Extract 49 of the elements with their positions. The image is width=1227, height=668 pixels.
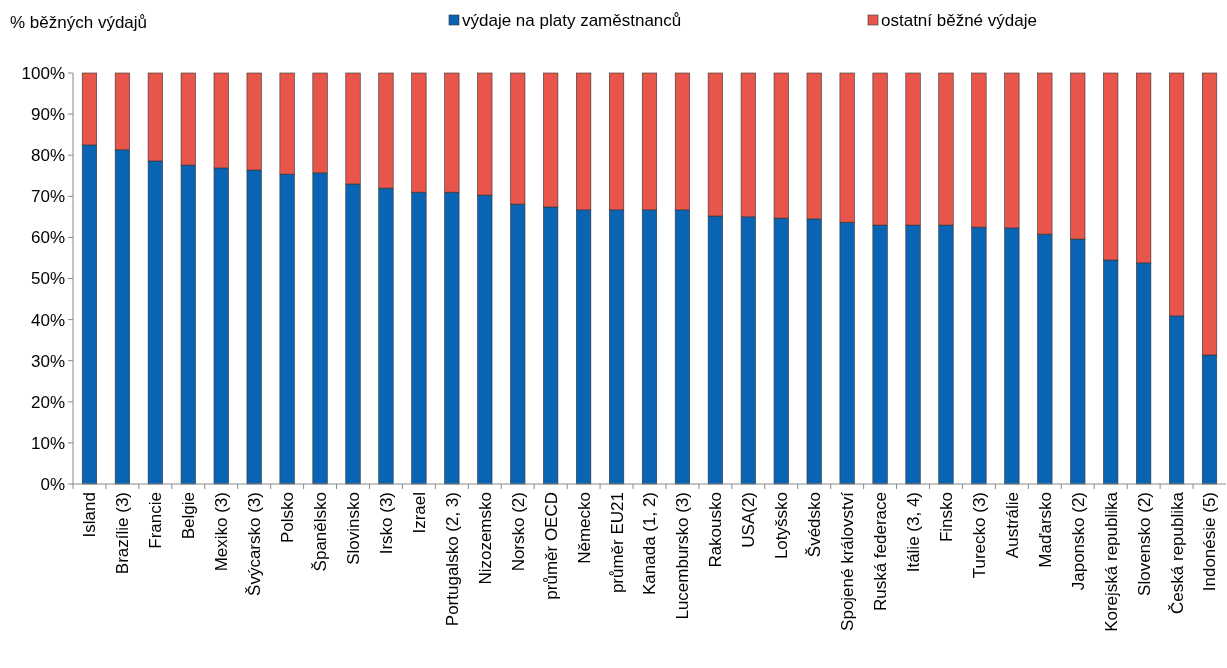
y-tick-label: 90% bbox=[30, 105, 65, 125]
x-tick-label: průměr EU21 bbox=[607, 492, 627, 594]
y-tick-label: 60% bbox=[30, 228, 65, 248]
x-tick-label: Island bbox=[80, 492, 100, 538]
y-tick-label: 10% bbox=[30, 433, 65, 453]
x-tick-label: Španělsko bbox=[311, 492, 331, 572]
x-tick-label: Švédsko bbox=[805, 492, 825, 558]
x-tick-label: Austrálie bbox=[1002, 492, 1022, 559]
x-tick-label: Indonésie (5) bbox=[1200, 492, 1220, 592]
x-tick-label: Německo bbox=[574, 492, 594, 564]
x-tick-label: Polsko bbox=[278, 492, 298, 544]
x-tick-label: Ruská federace bbox=[871, 492, 891, 612]
y-tick-label: 20% bbox=[30, 392, 65, 412]
y-tick-label: 100% bbox=[21, 63, 65, 83]
legend-label: výdaje na platy zaměstnanců bbox=[462, 11, 682, 30]
x-tick-label: Izrael bbox=[409, 492, 429, 534]
x-tick-label: Mexiko (3) bbox=[212, 492, 232, 572]
x-tick-label: Itálie (3, 4) bbox=[903, 492, 923, 573]
x-tick-label: Lucembursko (3) bbox=[673, 492, 693, 620]
y-axis-title: % běžných výdajů bbox=[10, 13, 148, 32]
x-tick-label: Spojené království bbox=[838, 491, 858, 631]
x-tick-label: Rakousko bbox=[706, 492, 726, 568]
x-tick-label: Turecko (3) bbox=[969, 492, 989, 579]
x-tick-label: Kanada (1, 2) bbox=[640, 492, 660, 596]
x-tick-label: Francie bbox=[146, 492, 166, 549]
y-tick-label: 0% bbox=[40, 474, 65, 494]
x-tick-label: Korejská republika bbox=[1101, 491, 1121, 632]
x-tick-label: USA(2) bbox=[739, 492, 759, 548]
x-tick-label: Švýcarsko (3) bbox=[245, 492, 265, 596]
x-tick-label: Japonsko (2) bbox=[1068, 492, 1088, 591]
x-tick-label: Irsko (3) bbox=[376, 492, 396, 555]
x-tick-label: Belgie bbox=[179, 492, 199, 540]
x-tick-label: Slovinsko bbox=[343, 492, 363, 565]
x-tick-label: Nizozemsko bbox=[475, 492, 495, 585]
x-tick-label: Slovensko (2) bbox=[1134, 492, 1154, 596]
x-tick-label: Brazílie (3) bbox=[113, 492, 133, 575]
x-tick-label: průměr OECD bbox=[541, 492, 561, 600]
x-tick-label: Lotyšsko bbox=[772, 492, 792, 560]
x-tick-label: Česká republika bbox=[1167, 491, 1187, 614]
y-tick-label: 30% bbox=[30, 351, 65, 371]
y-tick-label: 50% bbox=[30, 269, 65, 289]
x-tick-label: Finsko bbox=[936, 492, 956, 543]
y-tick-label: 70% bbox=[30, 187, 65, 207]
x-tick-label: Norsko (2) bbox=[508, 492, 528, 572]
x-tick-label: Portugalsko (2, 3) bbox=[442, 492, 462, 627]
legend-label: ostatní běžné výdaje bbox=[881, 11, 1037, 30]
x-tick-label: Maďarsko bbox=[1035, 492, 1055, 568]
y-tick-label: 40% bbox=[30, 310, 65, 330]
y-tick-label: 80% bbox=[30, 146, 65, 166]
